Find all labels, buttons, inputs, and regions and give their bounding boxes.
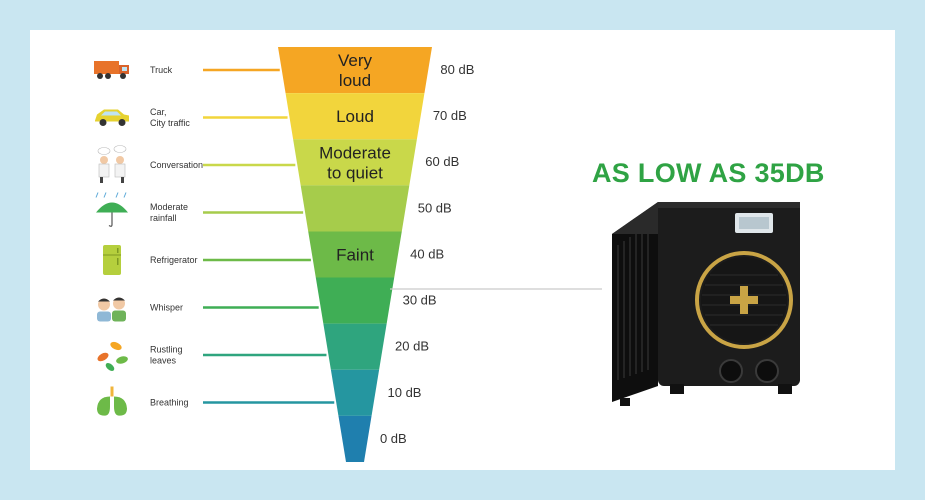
- funnel-band: [285, 93, 425, 140]
- source-label: Breathing: [150, 398, 189, 408]
- lungs-icon: [97, 386, 127, 416]
- db-label: 30 dB: [403, 293, 437, 308]
- funnel-band: [278, 47, 432, 94]
- db-label: 60 dB: [425, 154, 459, 169]
- infographic-card: Very loud Loud Moderate to quiet Faint Truck C…: [30, 30, 895, 470]
- band-label: Faint: [336, 246, 374, 265]
- headline: AS LOW AS 35DB: [592, 158, 825, 188]
- db-label: 0 dB: [380, 431, 407, 446]
- source-label: Car,: [150, 107, 167, 117]
- db-label: 10 dB: [388, 385, 422, 400]
- funnel-band: [315, 277, 395, 324]
- refrigerator-icon: [103, 245, 121, 275]
- whisper-icon: [97, 297, 126, 322]
- funnel-band: [308, 231, 402, 278]
- db-label: 70 dB: [433, 108, 467, 123]
- source-label: Truck: [150, 65, 173, 75]
- db-label: 20 dB: [395, 339, 429, 354]
- funnel-band: [293, 139, 417, 186]
- source-label: leaves: [150, 356, 177, 366]
- funnel-band: [323, 323, 387, 370]
- db-label: 50 dB: [418, 200, 452, 215]
- source-label: City traffic: [150, 118, 190, 128]
- sound-source-column: Truck Car,City traffic Conversation Moderat…: [94, 61, 335, 416]
- heat-pump-icon: [612, 202, 800, 406]
- source-label: Whisper: [150, 303, 183, 313]
- band-label: loud: [339, 71, 371, 90]
- car-icon: [95, 109, 129, 126]
- db-label: 80 dB: [440, 62, 474, 77]
- funnel-band: [300, 185, 410, 232]
- db-label: 40 dB: [410, 246, 444, 261]
- source-label: Conversation: [150, 160, 203, 170]
- truck-icon: [94, 61, 129, 79]
- source-label: Refrigerator: [150, 255, 198, 265]
- source-label: Moderate: [150, 202, 188, 212]
- band-label: Moderate: [319, 143, 391, 162]
- band-label: to quiet: [327, 163, 383, 182]
- umbrella-rain-icon: [95, 192, 128, 227]
- funnel-band: [330, 369, 380, 416]
- band-label: Very: [338, 51, 373, 70]
- source-label: rainfall: [150, 213, 177, 223]
- band-label: Loud: [336, 107, 374, 126]
- funnel-band: [338, 415, 372, 462]
- decibel-label-column: 80 dB 70 dB 60 dB 50 dB 40 dB 30 dB 20 dB 10 dB…: [380, 62, 474, 446]
- source-label: Rustling: [150, 345, 183, 355]
- leaves-icon: [97, 341, 128, 371]
- conversation-icon: [97, 145, 127, 183]
